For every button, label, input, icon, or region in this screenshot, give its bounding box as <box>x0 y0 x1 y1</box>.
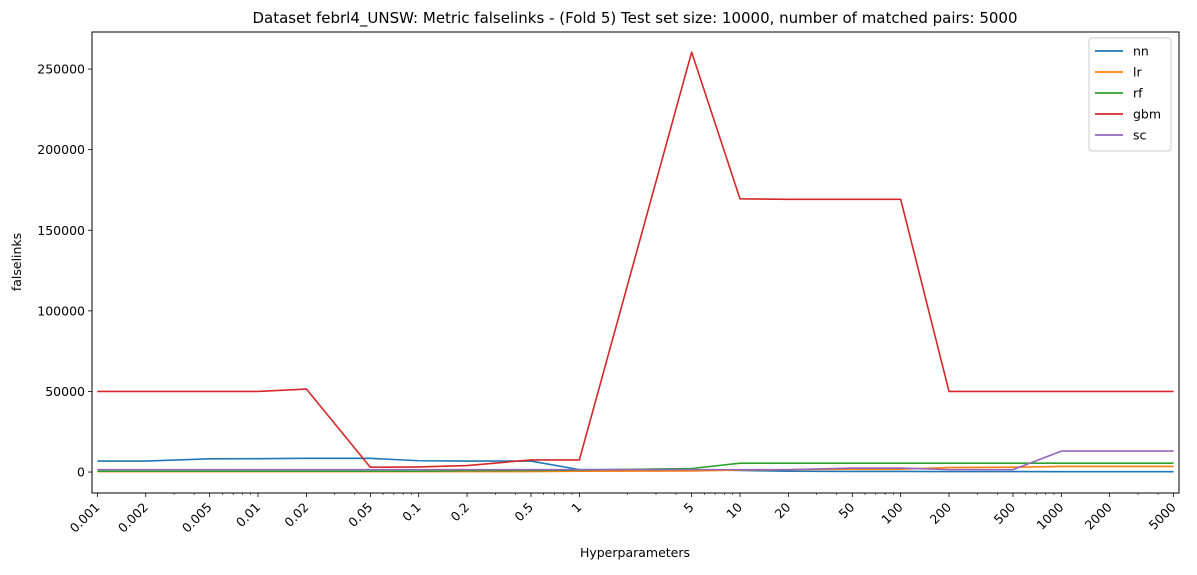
x-tick-label: 1000 <box>1033 499 1066 532</box>
x-tick-label: 0.001 <box>67 500 103 536</box>
y-axis: 0 50000 100000 150000 200000 250000 <box>37 62 92 480</box>
x-tick-label: 100 <box>878 499 906 527</box>
series-line-sc <box>97 450 1174 471</box>
y-tick-label: 100000 <box>37 303 85 318</box>
y-tick-label: 50000 <box>45 384 85 399</box>
x-tick-label: 2000 <box>1082 499 1115 532</box>
x-axis: 0.001 0.002 0.005 0.01 0.02 0.05 0.1 0.2 0.5 1 5 10… <box>67 493 1179 535</box>
x-tick-label: 0.002 <box>115 500 151 536</box>
y-tick-label: 250000 <box>37 62 85 77</box>
legend-label-sc: sc <box>1133 128 1147 143</box>
chart-title: Dataset febrl4_UNSW: Metric falselinks -… <box>252 9 1017 28</box>
x-tick-label: 1 <box>568 500 584 516</box>
x-tick-label: 0.005 <box>179 500 215 536</box>
x-tick-label: 50 <box>836 499 858 521</box>
x-tick-label: 0.1 <box>399 500 424 525</box>
x-tick-label: 0.5 <box>511 500 536 525</box>
legend-label-nn: nn <box>1133 44 1149 59</box>
x-tick-label: 0.01 <box>233 500 263 530</box>
y-tick-label: 200000 <box>37 142 85 157</box>
legend-box <box>1088 37 1172 152</box>
x-tick-label: 0.02 <box>281 500 311 530</box>
y-tick-label: 150000 <box>37 223 85 238</box>
series-line-gbm <box>97 51 1174 469</box>
x-tick-label: 200 <box>927 499 955 527</box>
legend-label-rf: rf <box>1133 86 1143 101</box>
x-tick-label: 10 <box>723 499 745 521</box>
legend: nn lr rf gbm sc <box>1088 37 1172 152</box>
x-axis-label: Hyperparameters <box>580 545 690 560</box>
legend-label-lr: lr <box>1133 65 1142 80</box>
plot-frame <box>91 31 1180 494</box>
x-tick-label: 0.2 <box>448 500 473 525</box>
y-tick-label: 0 <box>77 465 85 480</box>
series-layer <box>97 51 1174 473</box>
x-tick-label: 500 <box>991 499 1019 527</box>
x-tick-label: 20 <box>772 499 794 521</box>
x-tick-label: 0.05 <box>345 500 375 530</box>
x-tick-label: 5 <box>681 500 697 516</box>
legend-label-gbm: gbm <box>1133 107 1161 122</box>
y-axis-label: falselinks <box>9 233 24 291</box>
x-tick-label: 5000 <box>1146 499 1179 532</box>
